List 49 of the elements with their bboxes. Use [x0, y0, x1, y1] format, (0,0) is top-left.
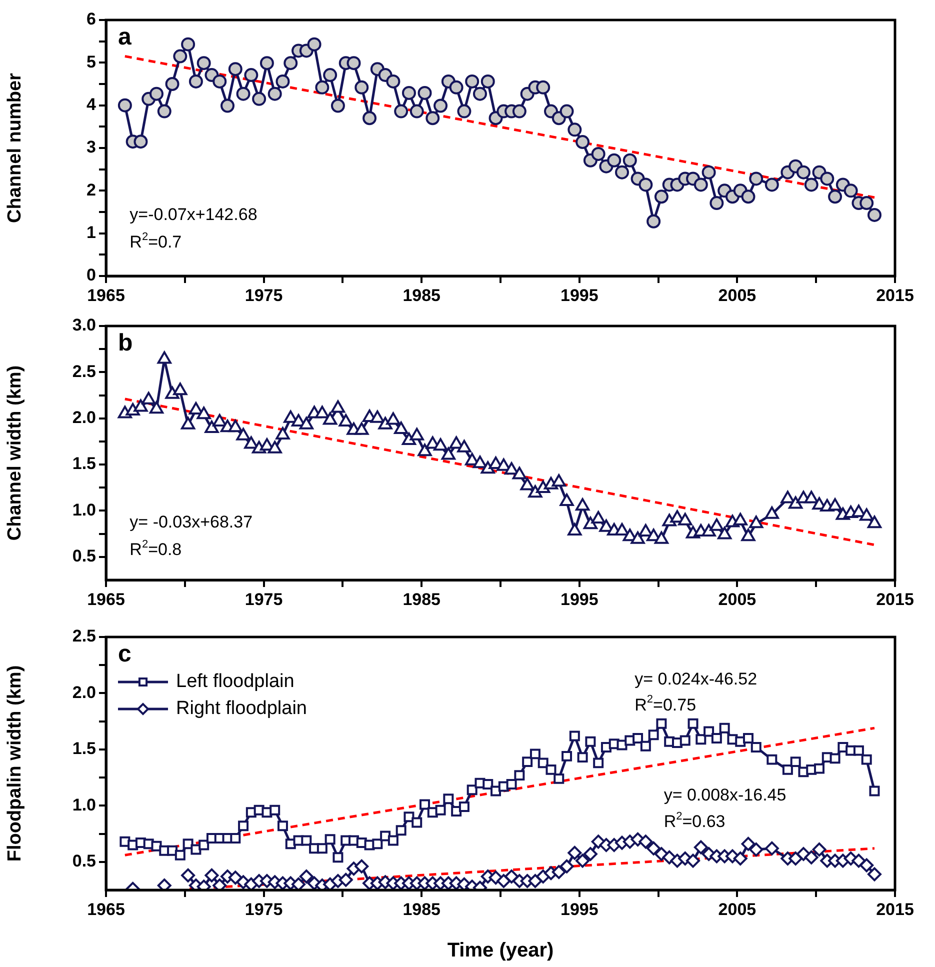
y-tick-label: 3.0 — [72, 316, 96, 335]
y-tick-label: 0.5 — [72, 852, 96, 871]
x-tick-label: 1965 — [87, 900, 125, 919]
y-tick-label: 6 — [86, 10, 96, 29]
y-tick-label: 1.0 — [72, 500, 96, 520]
annotation: a — [118, 24, 132, 51]
x-tick-label: 1965 — [87, 590, 125, 609]
y-tick-label: 2.5 — [72, 626, 96, 646]
y-axis-title: Channel width (km) — [4, 365, 26, 541]
x-tick-label: 1985 — [402, 286, 441, 305]
x-tick-label: 2015 — [876, 286, 914, 305]
y-axis-title: Floodpalin width (km) — [4, 665, 26, 862]
y-tick-label: 0.5 — [72, 546, 96, 566]
annotation: b — [118, 330, 133, 357]
x-tick-label: 2015 — [876, 590, 914, 609]
x-tick-label: 2005 — [718, 286, 756, 305]
y-tick-label: 1.5 — [72, 739, 96, 758]
y-tick-label: 0 — [86, 266, 96, 285]
y-tick-label: 1.0 — [72, 795, 96, 814]
x-axis-title: Time (year) — [447, 940, 554, 962]
y-tick-label: 2.0 — [72, 408, 96, 428]
x-tick-label: 1975 — [244, 286, 283, 305]
y-tick-label: 2.0 — [72, 682, 96, 702]
y-tick-label: 3 — [86, 138, 96, 157]
annotation: y= -0.03x+68.37 — [130, 512, 253, 532]
legend-label: Left floodplain — [176, 671, 294, 692]
x-tick-label: 1965 — [87, 286, 125, 305]
y-tick-label: 2 — [86, 180, 96, 200]
x-tick-label: 1985 — [402, 900, 441, 919]
y-tick-label: 2.5 — [72, 362, 96, 381]
y-axis-title: Channel number — [4, 72, 26, 223]
x-tick-label: 2005 — [718, 590, 756, 609]
y-tick-label: 1 — [86, 223, 96, 242]
y-tick-label: 5 — [86, 52, 96, 72]
annotation: c — [118, 640, 132, 668]
x-tick-label: 1975 — [244, 900, 283, 919]
y-tick-label: 4 — [86, 95, 97, 114]
x-tick-label: 2015 — [876, 900, 914, 919]
legend-label: Right floodplain — [176, 698, 307, 720]
x-tick-label: 2005 — [718, 900, 756, 919]
annotation: y=-0.07x+142.68 — [130, 204, 258, 224]
x-tick-label: 1975 — [244, 590, 283, 609]
x-tick-label: 1985 — [402, 590, 441, 609]
y-tick-label: 1.5 — [72, 454, 96, 474]
x-tick-label: 1995 — [560, 900, 598, 919]
x-tick-label: 1995 — [560, 590, 598, 609]
x-tick-label: 1995 — [560, 286, 598, 305]
annotation: y= 0.008x-16.45 — [664, 785, 786, 804]
annotation: y= 0.024x-46.52 — [634, 669, 758, 688]
